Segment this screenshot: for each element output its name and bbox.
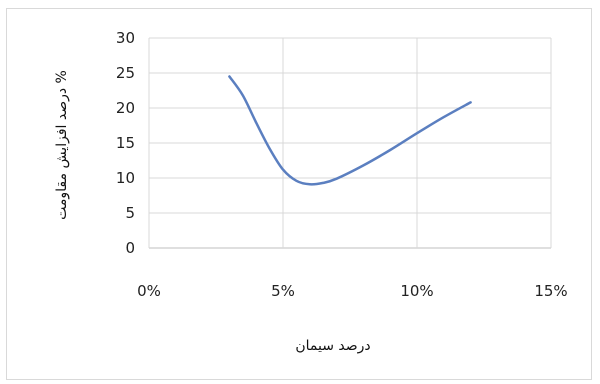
series-lines [228,75,472,186]
chart-frame [6,8,592,380]
y-tick-label: 0 [125,239,135,257]
x-tick-label: 5% [271,282,295,300]
y-tick-label: 20 [116,99,135,117]
y-tick-label: 5 [125,204,135,222]
x-axis-title: درصد سیمان [295,338,370,354]
x-tick-labels: 0% 5% 10% 15% [137,282,568,300]
x-tick-label: 0% [137,282,161,300]
x-tick-label: 15% [534,282,567,300]
y-axis-title: درصد افزایش مقاومت % [54,70,70,220]
x-tick-label: 10% [400,282,433,300]
y-tick-label: 25 [116,64,135,82]
series-line [228,75,472,186]
y-tick-labels: 0 5 10 15 20 25 30 [116,29,135,257]
gridlines [148,37,552,249]
y-tick-label: 10 [116,169,135,187]
y-tick-label: 30 [116,29,135,47]
y-tick-label: 15 [116,134,135,152]
